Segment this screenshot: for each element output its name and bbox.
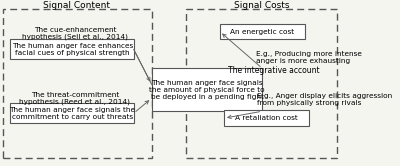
- Text: Signal Costs: Signal Costs: [234, 1, 289, 10]
- Text: The human anger face signals
the amount of physical force to
be deployed in a pe: The human anger face signals the amount …: [149, 80, 265, 100]
- Bar: [2, 9, 152, 158]
- Bar: [186, 9, 337, 158]
- Text: The threat-commitment
hypothesis (Reed et al., 2014): The threat-commitment hypothesis (Reed e…: [20, 91, 130, 105]
- Text: Signal Content: Signal Content: [43, 1, 110, 10]
- Bar: [224, 110, 309, 126]
- Text: A retaliation cost: A retaliation cost: [235, 115, 298, 121]
- Bar: [10, 103, 134, 123]
- Bar: [220, 24, 305, 40]
- Text: An energetic cost: An energetic cost: [230, 29, 294, 35]
- Text: E.g., Producing more intense
anger is more exhausting: E.g., Producing more intense anger is mo…: [256, 51, 362, 64]
- Bar: [152, 68, 262, 111]
- Bar: [10, 40, 134, 59]
- Text: The human anger face signals the
commitment to carry out threats: The human anger face signals the commitm…: [9, 107, 135, 120]
- Text: E.g., Anger display elicits aggression
from physically strong rivals: E.g., Anger display elicits aggression f…: [257, 93, 392, 106]
- Text: The integrative account: The integrative account: [228, 66, 320, 75]
- Text: The cue-enhancement
hypothesis (Sell et al., 2014): The cue-enhancement hypothesis (Sell et …: [22, 27, 128, 40]
- Text: The human anger face enhances
facial cues of physical strength: The human anger face enhances facial cue…: [12, 43, 133, 56]
